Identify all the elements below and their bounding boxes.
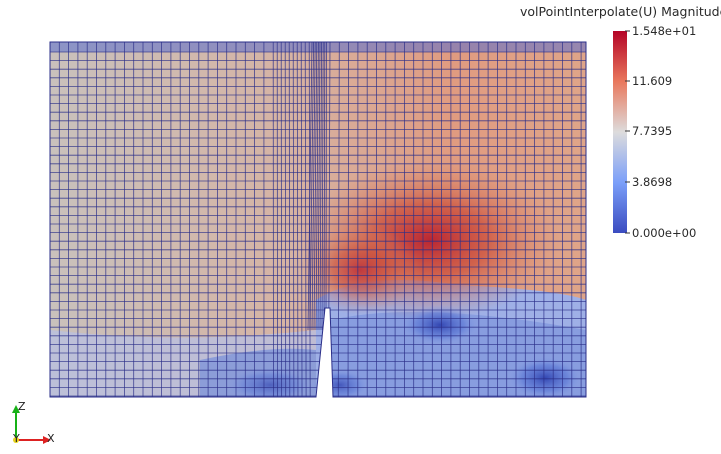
axis-x-label: X bbox=[47, 432, 55, 445]
colorbar bbox=[613, 31, 627, 233]
colorbar-label-min: 0.000e+00 bbox=[632, 226, 696, 240]
colorbar-title: volPointInterpolate(U) Magnitude bbox=[520, 4, 720, 19]
axis-z-label: Z bbox=[18, 400, 26, 413]
axis-y-label: Y bbox=[13, 432, 20, 445]
velocity-field bbox=[50, 42, 586, 403]
colorbar-label-3: 7.7395 bbox=[632, 124, 672, 138]
colorbar-label-4: 3.8698 bbox=[632, 175, 672, 189]
colorbar-label-max: 1.548e+01 bbox=[632, 24, 696, 38]
colorbar-label-2: 11.609 bbox=[632, 74, 672, 88]
